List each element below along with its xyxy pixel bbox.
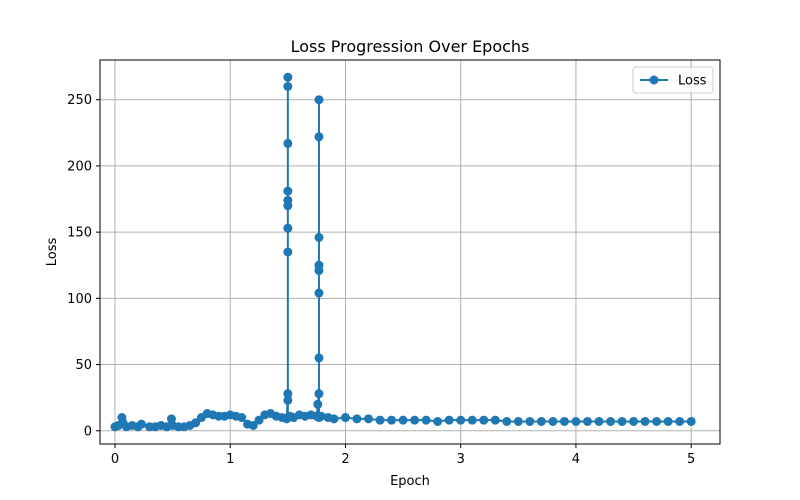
x-tick-label: 4	[572, 452, 580, 467]
legend: Loss	[632, 66, 714, 94]
data-point	[548, 416, 558, 426]
data-point	[663, 416, 673, 426]
data-point	[283, 81, 293, 91]
x-tick-label: 0	[111, 452, 119, 467]
data-point	[283, 395, 293, 405]
data-point	[283, 223, 293, 233]
y-tick-label: 100	[67, 292, 92, 307]
data-point	[314, 232, 324, 242]
y-tick-label: 50	[75, 358, 92, 373]
y-tick-label: 250	[67, 93, 92, 108]
data-point	[329, 414, 339, 424]
data-point	[571, 416, 581, 426]
data-point	[617, 416, 627, 426]
legend-label-loss: Loss	[678, 74, 707, 89]
data-point	[283, 72, 293, 82]
data-point	[166, 414, 176, 424]
data-point	[456, 415, 466, 425]
data-point	[444, 415, 454, 425]
data-point	[364, 414, 374, 424]
data-point	[398, 415, 408, 425]
y-tick-label: 150	[67, 226, 92, 241]
data-point	[314, 353, 324, 363]
data-point	[254, 415, 264, 425]
data-point	[283, 138, 293, 148]
data-point	[314, 260, 324, 270]
data-point	[536, 416, 546, 426]
data-point	[314, 132, 324, 142]
data-point	[314, 95, 324, 105]
data-point	[606, 416, 616, 426]
y-tick-label: 0	[84, 424, 92, 439]
data-point	[340, 413, 350, 423]
data-point	[410, 415, 420, 425]
data-point	[314, 288, 324, 298]
data-point	[283, 195, 293, 205]
data-point	[686, 416, 696, 426]
data-point	[675, 416, 685, 426]
data-point	[191, 418, 201, 428]
chart-title: Loss Progression Over Epochs	[291, 37, 530, 56]
legend-box	[632, 66, 714, 94]
data-point	[283, 186, 293, 196]
data-point	[640, 416, 650, 426]
legend-marker-swatch	[649, 75, 659, 85]
data-point	[582, 416, 592, 426]
series-line-loss	[114, 76, 692, 428]
data-point	[136, 419, 146, 429]
x-tick-label: 5	[687, 452, 695, 467]
data-point	[513, 416, 523, 426]
data-point	[313, 399, 323, 409]
data-point	[629, 416, 639, 426]
data-point	[479, 415, 489, 425]
x-axis-title: Epoch	[390, 474, 430, 489]
x-tick-label: 2	[341, 452, 349, 467]
plot-frame	[99, 59, 721, 445]
data-point	[594, 416, 604, 426]
data-point	[316, 411, 326, 421]
data-point	[352, 414, 362, 424]
data-point	[559, 416, 569, 426]
data-point	[421, 415, 431, 425]
data-point	[525, 416, 535, 426]
data-point	[433, 416, 443, 426]
data-point	[314, 389, 324, 399]
series-loss	[110, 72, 696, 432]
x-tick-label: 1	[226, 452, 234, 467]
y-tick-label: 200	[67, 159, 92, 174]
x-tick-label: 3	[457, 452, 465, 467]
data-point	[502, 416, 512, 426]
y-axis-title: Loss	[45, 238, 60, 267]
data-point	[248, 420, 258, 430]
data-point	[490, 415, 500, 425]
data-point	[283, 389, 293, 399]
grid-lines	[100, 60, 720, 444]
data-point	[283, 247, 293, 257]
data-point	[375, 415, 385, 425]
data-point	[652, 416, 662, 426]
data-point	[467, 415, 477, 425]
data-point	[237, 413, 247, 423]
data-point	[387, 415, 397, 425]
